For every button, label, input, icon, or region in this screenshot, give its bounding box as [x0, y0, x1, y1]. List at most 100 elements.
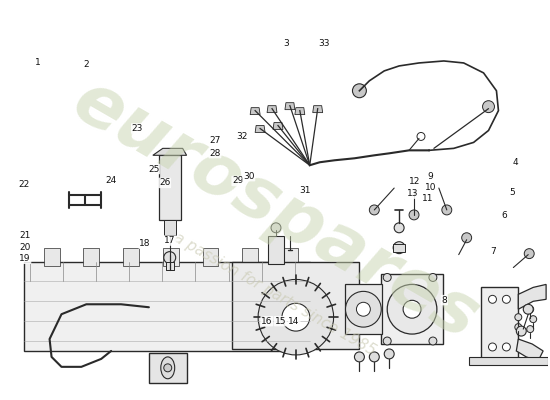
Polygon shape	[313, 106, 323, 113]
Bar	[344, 284, 382, 334]
Text: 21: 21	[19, 231, 31, 240]
Circle shape	[442, 205, 452, 215]
Circle shape	[523, 304, 533, 314]
Bar	[202, 248, 218, 266]
Circle shape	[383, 337, 391, 345]
Polygon shape	[273, 122, 283, 130]
Circle shape	[516, 326, 526, 336]
Circle shape	[403, 300, 421, 318]
Circle shape	[530, 316, 537, 323]
Bar	[149, 353, 186, 383]
Circle shape	[515, 314, 522, 321]
Text: 15: 15	[274, 317, 286, 326]
Text: 23: 23	[131, 124, 143, 133]
Text: eurospares: eurospares	[60, 66, 490, 354]
Text: 2: 2	[84, 60, 90, 70]
Circle shape	[383, 274, 391, 282]
Text: 14: 14	[288, 317, 300, 326]
Circle shape	[354, 352, 365, 362]
Bar	[232, 262, 359, 349]
Text: 3: 3	[283, 38, 289, 48]
Bar	[43, 248, 59, 266]
Circle shape	[502, 295, 510, 303]
Circle shape	[482, 101, 494, 113]
Text: 11: 11	[422, 194, 434, 202]
Circle shape	[515, 324, 522, 330]
Circle shape	[258, 280, 334, 355]
Text: 9: 9	[428, 172, 433, 181]
Circle shape	[282, 303, 310, 331]
Circle shape	[502, 343, 510, 351]
Text: 25: 25	[148, 164, 160, 174]
Circle shape	[387, 284, 437, 334]
Circle shape	[527, 326, 534, 332]
Bar	[242, 248, 258, 266]
Text: 13: 13	[408, 189, 419, 198]
Text: 12: 12	[409, 177, 420, 186]
Text: 29: 29	[232, 176, 244, 186]
Text: 5: 5	[510, 188, 515, 196]
Circle shape	[524, 249, 534, 258]
Bar	[282, 248, 298, 266]
Circle shape	[370, 205, 379, 215]
Text: 30: 30	[243, 172, 255, 181]
Bar	[24, 262, 310, 351]
Text: 26: 26	[159, 178, 170, 188]
Polygon shape	[250, 108, 260, 114]
Polygon shape	[267, 106, 277, 113]
Text: 4: 4	[513, 158, 518, 167]
Text: 16: 16	[261, 317, 273, 326]
Text: 31: 31	[299, 186, 311, 194]
Circle shape	[393, 242, 405, 254]
Text: 17: 17	[164, 236, 176, 245]
Bar	[268, 236, 284, 264]
Text: 8: 8	[442, 296, 447, 305]
Bar	[159, 155, 180, 220]
Circle shape	[394, 223, 404, 233]
Text: 28: 28	[209, 149, 221, 158]
Text: 7: 7	[491, 247, 496, 256]
Circle shape	[271, 223, 281, 233]
Circle shape	[356, 302, 370, 316]
Bar	[469, 357, 548, 365]
Text: 19: 19	[19, 254, 31, 263]
Text: 24: 24	[106, 176, 117, 186]
Circle shape	[488, 343, 497, 351]
Polygon shape	[255, 126, 265, 132]
Circle shape	[461, 233, 472, 243]
Bar	[123, 248, 139, 266]
Text: 18: 18	[139, 239, 151, 248]
Text: 33: 33	[318, 38, 330, 48]
Bar	[381, 274, 443, 344]
Circle shape	[409, 210, 419, 220]
Bar	[164, 220, 175, 235]
Bar	[84, 248, 99, 266]
Bar	[166, 262, 174, 270]
Circle shape	[527, 306, 534, 313]
Text: 22: 22	[18, 180, 29, 189]
Circle shape	[384, 349, 394, 359]
Polygon shape	[295, 108, 305, 114]
Text: 6: 6	[502, 211, 507, 220]
Circle shape	[164, 252, 175, 264]
Bar	[163, 248, 179, 266]
Circle shape	[164, 364, 172, 372]
Text: 1: 1	[35, 58, 40, 68]
Bar	[393, 244, 405, 252]
Circle shape	[488, 295, 497, 303]
Bar	[481, 287, 518, 359]
Circle shape	[429, 274, 437, 282]
Text: 20: 20	[19, 243, 31, 252]
Polygon shape	[518, 284, 546, 309]
Circle shape	[429, 337, 437, 345]
Text: 10: 10	[425, 183, 436, 192]
Circle shape	[370, 352, 379, 362]
Polygon shape	[285, 103, 295, 110]
Circle shape	[417, 132, 425, 140]
Text: 27: 27	[209, 136, 221, 145]
Ellipse shape	[161, 357, 175, 379]
Text: a passion for parts since 1985: a passion for parts since 1985	[171, 230, 379, 358]
Polygon shape	[153, 148, 186, 155]
Circle shape	[353, 84, 366, 98]
Polygon shape	[516, 339, 543, 361]
